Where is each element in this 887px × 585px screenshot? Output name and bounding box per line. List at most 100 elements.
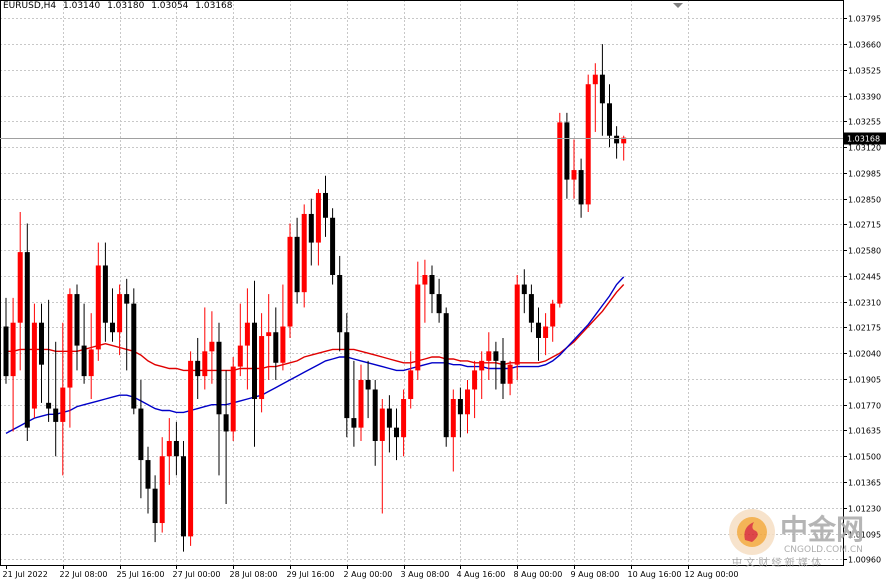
bull-candle xyxy=(401,399,407,438)
bull-candle xyxy=(543,326,549,338)
bear-candle xyxy=(181,456,186,537)
y-tick-label: 1.01905 xyxy=(848,376,881,385)
y-tick-label: 1.02445 xyxy=(848,273,881,282)
y-tick-label: 1.03120 xyxy=(848,144,881,153)
bear-candle xyxy=(436,294,442,314)
bull-candle xyxy=(95,265,101,350)
bull-candle xyxy=(280,326,286,363)
bull-candle xyxy=(592,74,598,85)
bear-candle xyxy=(173,440,179,457)
bear-candle xyxy=(536,322,541,338)
bear-candle xyxy=(81,345,87,377)
x-tick-label: 4 Aug 16:00 xyxy=(457,570,506,579)
y-tick-label: 1.03390 xyxy=(848,93,881,102)
y-tick-label: 1.02985 xyxy=(848,170,881,179)
open-value: 1.03140 xyxy=(63,1,101,11)
y-tick-label: 1.01770 xyxy=(848,402,881,411)
bear-candle xyxy=(578,170,584,205)
bull-candle xyxy=(287,236,293,327)
bear-candle xyxy=(607,103,612,136)
bear-candle xyxy=(429,275,435,295)
bull-candle xyxy=(415,284,421,371)
bear-candle xyxy=(330,217,336,276)
chart-shift-marker xyxy=(673,3,683,8)
bull-candle xyxy=(209,341,215,352)
bear-candle xyxy=(39,322,44,365)
x-tick-label: 3 Aug 08:00 xyxy=(401,570,450,579)
current-price-box xyxy=(844,132,886,145)
bull-candle xyxy=(358,379,364,428)
bear-candle xyxy=(351,418,357,428)
y-tick-label: 1.01095 xyxy=(848,531,881,540)
bull-candle xyxy=(202,351,208,377)
bull-candle xyxy=(117,294,123,333)
symbol-label: EURUSD,H4 xyxy=(3,1,57,11)
bear-candle xyxy=(500,360,506,384)
x-tick-label: 25 Jul 16:00 xyxy=(117,570,165,579)
y-tick-label: 1.01500 xyxy=(848,453,881,462)
bull-candle xyxy=(465,389,470,415)
y-tick-label: 1.02310 xyxy=(848,299,881,308)
bull-candle xyxy=(550,303,556,327)
candles xyxy=(3,44,627,552)
bear-candle xyxy=(110,322,115,333)
watermark-url: CNGOLD.COM.CN xyxy=(784,545,863,555)
bull-candle xyxy=(301,213,307,293)
bull-candle xyxy=(31,322,37,409)
bear-candle xyxy=(223,414,229,432)
y-tick-label: 1.03795 xyxy=(848,15,881,24)
bear-candle xyxy=(365,379,371,390)
ma-line-red xyxy=(6,284,625,372)
bull-candle xyxy=(188,360,194,537)
bear-candle xyxy=(195,360,201,377)
bear-candle xyxy=(372,389,378,441)
low-value: 1.03054 xyxy=(151,1,189,11)
bull-candle xyxy=(472,370,478,390)
bull-candle xyxy=(585,84,591,205)
bull-candle xyxy=(67,294,73,388)
bear-candle xyxy=(273,332,279,363)
y-tick-label: 1.02850 xyxy=(848,196,881,205)
bull-candle xyxy=(621,137,627,144)
bull-candle xyxy=(315,192,321,243)
bear-candle xyxy=(102,265,108,323)
current-price-label: 1.03168 xyxy=(847,135,880,144)
bull-candle xyxy=(166,440,172,457)
bear-candle xyxy=(564,122,570,180)
y-tick-label: 1.03525 xyxy=(848,67,881,76)
bull-candle xyxy=(422,275,428,285)
bear-candle xyxy=(294,236,300,293)
moving-averages xyxy=(5,276,625,435)
bear-candle xyxy=(457,399,463,415)
bull-candle xyxy=(571,170,577,180)
bear-candle xyxy=(145,460,151,489)
bull-candle xyxy=(266,332,272,337)
watermark-brand: 中金网 xyxy=(780,513,864,546)
bull-candle xyxy=(237,345,243,367)
bear-candle xyxy=(131,303,137,409)
y-tick-label: 1.03255 xyxy=(848,118,881,127)
x-tick-label: 9 Aug 08:00 xyxy=(571,570,620,579)
watermark-tagline: 中 文 财 经 新 媒 体 xyxy=(732,556,821,569)
bear-candle xyxy=(521,284,527,295)
bull-candle xyxy=(17,252,23,323)
bull-candle xyxy=(10,322,16,377)
bull-candle xyxy=(230,366,236,432)
bull-candle xyxy=(514,284,520,365)
bear-candle xyxy=(252,322,257,400)
bear-candle xyxy=(124,294,130,304)
y-tick-label: 1.02175 xyxy=(848,324,881,333)
cngold-watermark: 中金网 CNGOLD.COM.CN 中 文 财 经 新 媒 体 xyxy=(728,507,878,569)
bear-candle xyxy=(337,275,343,333)
bull-candle xyxy=(88,349,94,377)
bull-candle xyxy=(408,370,414,400)
bull-candle xyxy=(479,360,485,371)
bear-candle xyxy=(528,294,534,323)
y-tick-label: 1.03660 xyxy=(848,41,881,50)
y-tick-label: 1.02715 xyxy=(848,221,881,230)
bear-candle xyxy=(344,332,350,419)
close-value: 1.03168 xyxy=(195,1,233,11)
high-value: 1.03180 xyxy=(107,1,145,11)
